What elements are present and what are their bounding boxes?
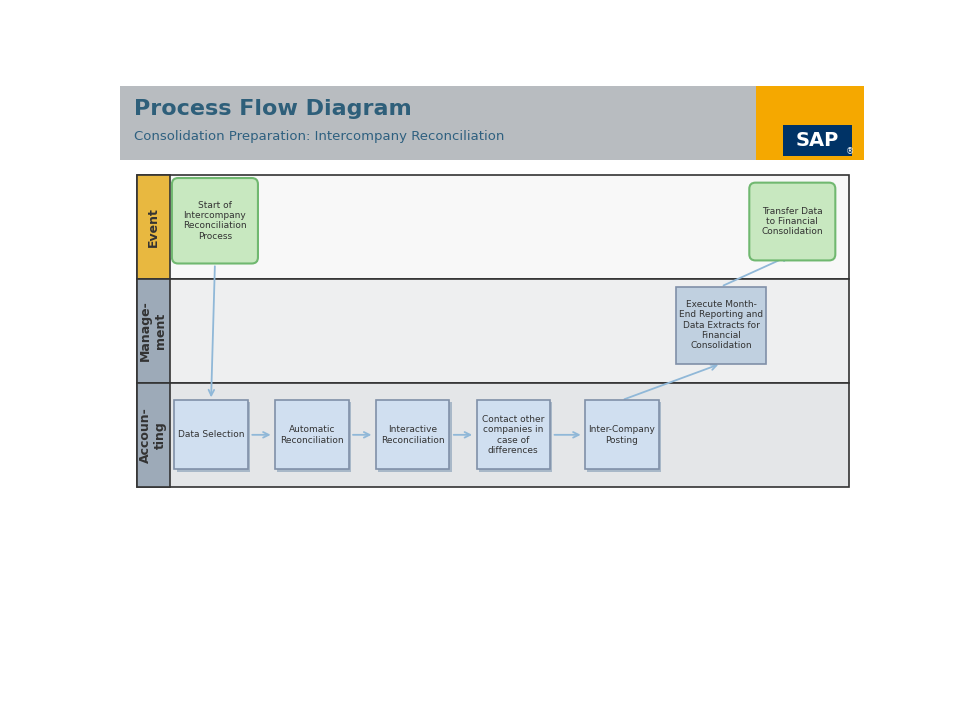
FancyBboxPatch shape [137,279,170,383]
FancyBboxPatch shape [137,383,849,487]
FancyBboxPatch shape [476,400,550,469]
Text: Contact other
companies in
case of
differences: Contact other companies in case of diffe… [482,415,544,455]
FancyBboxPatch shape [120,86,864,160]
FancyBboxPatch shape [137,175,170,279]
FancyBboxPatch shape [275,400,348,469]
FancyBboxPatch shape [137,279,849,383]
FancyBboxPatch shape [479,402,552,472]
Text: SAP: SAP [796,131,839,150]
FancyBboxPatch shape [175,400,248,469]
Text: Consolidation Preparation: Intercompany Reconciliation: Consolidation Preparation: Intercompany … [134,130,504,143]
Text: Event: Event [147,207,159,247]
Text: Execute Month-
End Reporting and
Data Extracts for
Financial
Consolidation: Execute Month- End Reporting and Data Ex… [679,300,763,351]
FancyBboxPatch shape [588,402,660,472]
FancyBboxPatch shape [375,400,449,469]
FancyBboxPatch shape [177,402,251,472]
FancyBboxPatch shape [172,178,258,264]
Text: Accoun-
ting: Accoun- ting [139,407,167,463]
FancyBboxPatch shape [585,400,659,469]
Text: ®: ® [846,148,854,156]
Text: Data Selection: Data Selection [178,431,244,439]
FancyBboxPatch shape [277,402,351,472]
Text: Automatic
Reconciliation: Automatic Reconciliation [280,425,344,444]
Text: Manage-
ment: Manage- ment [139,300,167,361]
FancyBboxPatch shape [756,86,864,160]
FancyBboxPatch shape [750,183,835,261]
FancyBboxPatch shape [782,125,852,156]
FancyBboxPatch shape [378,402,452,472]
Text: Interactive
Reconciliation: Interactive Reconciliation [381,425,444,444]
FancyBboxPatch shape [137,175,849,279]
FancyBboxPatch shape [677,287,765,364]
FancyBboxPatch shape [137,383,170,487]
Text: Transfer Data
to Financial
Consolidation: Transfer Data to Financial Consolidation [761,207,823,236]
Text: Process Flow Diagram: Process Flow Diagram [134,99,412,120]
Text: Start of
Intercompany
Reconciliation
Process: Start of Intercompany Reconciliation Pro… [183,201,247,241]
Text: Inter-Company
Posting: Inter-Company Posting [588,425,656,444]
